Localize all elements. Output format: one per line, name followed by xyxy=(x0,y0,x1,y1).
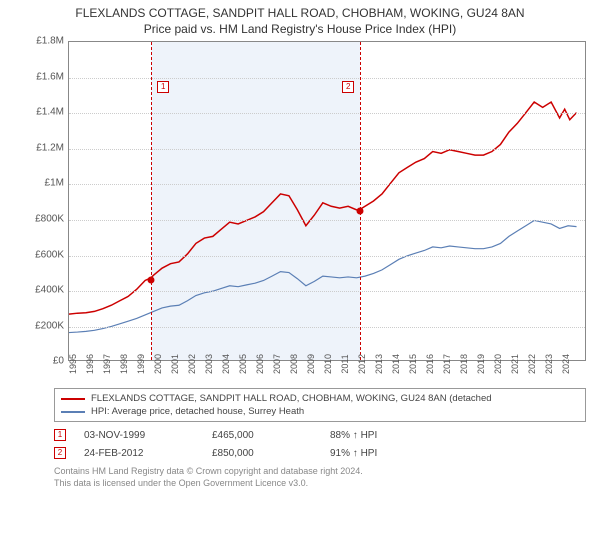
sale-vline xyxy=(151,42,152,360)
y-tick-label: £200K xyxy=(35,320,64,331)
x-tick-label: 1998 xyxy=(119,354,129,374)
x-tick-label: 1997 xyxy=(102,354,112,374)
x-tick-label: 1996 xyxy=(85,354,95,374)
chart-area: £0 £200K £400K £600K £800K £1M £1.2M £1.4M £1.6M… xyxy=(30,41,590,386)
legend-item: FLEXLANDS COTTAGE, SANDPIT HALL ROAD, CH… xyxy=(61,392,579,405)
y-tick-label: £400K xyxy=(35,285,64,296)
gridline xyxy=(69,256,585,257)
legend-swatch xyxy=(61,398,85,400)
sale-row: 2 24-FEB-2012 £850,000 91% ↑ HPI xyxy=(54,444,586,462)
gridline xyxy=(69,220,585,221)
sale-price: £850,000 xyxy=(212,448,312,459)
footer-line-1: Contains HM Land Registry data © Crown c… xyxy=(54,466,590,478)
y-tick-label: £1M xyxy=(45,178,64,189)
y-tick-label: £0 xyxy=(53,356,64,367)
x-tick-label: 2022 xyxy=(527,354,537,374)
x-tick-label: 2017 xyxy=(442,354,452,374)
sale-date: 24-FEB-2012 xyxy=(84,448,194,459)
x-axis: 1995199619971998199920002001200220032004… xyxy=(68,361,586,386)
chart-subtitle: Price paid vs. HM Land Registry's House … xyxy=(10,22,590,38)
x-tick-label: 2018 xyxy=(459,354,469,374)
x-tick-label: 1999 xyxy=(136,354,146,374)
sale-number-badge: 1 xyxy=(54,429,66,441)
sale-marker: 1 xyxy=(157,81,169,93)
x-tick-label: 2003 xyxy=(204,354,214,374)
x-tick-label: 2009 xyxy=(306,354,316,374)
sale-marker: 2 xyxy=(342,81,354,93)
legend-label: HPI: Average price, detached house, Surr… xyxy=(91,406,304,417)
x-tick-label: 2004 xyxy=(221,354,231,374)
x-tick-label: 2001 xyxy=(170,354,180,374)
line-layer xyxy=(69,42,585,360)
x-tick-label: 2002 xyxy=(187,354,197,374)
x-tick-label: 2024 xyxy=(561,354,571,374)
legend-item: HPI: Average price, detached house, Surr… xyxy=(61,405,579,418)
x-tick-label: 2010 xyxy=(323,354,333,374)
series-line xyxy=(69,221,577,333)
x-tick-label: 2020 xyxy=(493,354,503,374)
x-tick-label: 2021 xyxy=(510,354,520,374)
gridline xyxy=(69,78,585,79)
gridline xyxy=(69,113,585,114)
gridline xyxy=(69,184,585,185)
x-tick-label: 2005 xyxy=(238,354,248,374)
gridline xyxy=(69,291,585,292)
x-tick-label: 2000 xyxy=(153,354,163,374)
sale-price: £465,000 xyxy=(212,430,312,441)
x-tick-label: 2013 xyxy=(374,354,384,374)
legend-swatch xyxy=(61,411,85,413)
sale-number-badge: 2 xyxy=(54,447,66,459)
sale-point xyxy=(357,208,364,215)
x-tick-label: 2006 xyxy=(255,354,265,374)
series-line xyxy=(69,102,577,314)
footer-line-2: This data is licensed under the Open Gov… xyxy=(54,478,590,490)
x-tick-label: 2014 xyxy=(391,354,401,374)
y-axis: £0£200K£400K£600K£800K£1M£1.2M£1.4M£1.6M… xyxy=(30,41,66,361)
x-tick-label: 2008 xyxy=(289,354,299,374)
sale-vline xyxy=(360,42,361,360)
y-tick-label: £600K xyxy=(35,249,64,260)
x-tick-label: 2007 xyxy=(272,354,282,374)
sale-delta: 88% ↑ HPI xyxy=(330,430,430,441)
x-tick-label: 2016 xyxy=(425,354,435,374)
y-tick-label: £1.4M xyxy=(36,107,64,118)
legend-label: FLEXLANDS COTTAGE, SANDPIT HALL ROAD, CH… xyxy=(91,393,492,404)
chart-container: FLEXLANDS COTTAGE, SANDPIT HALL ROAD, CH… xyxy=(0,0,600,494)
sales-table: 1 03-NOV-1999 £465,000 88% ↑ HPI 2 24-FEB-201… xyxy=(54,426,586,462)
plot-region: 12 xyxy=(68,41,586,361)
footer: Contains HM Land Registry data © Crown c… xyxy=(54,466,590,489)
y-tick-label: £1.6M xyxy=(36,71,64,82)
chart-title: FLEXLANDS COTTAGE, SANDPIT HALL ROAD, CH… xyxy=(10,6,590,22)
sale-date: 03-NOV-1999 xyxy=(84,430,194,441)
sale-point xyxy=(148,276,155,283)
sale-row: 1 03-NOV-1999 £465,000 88% ↑ HPI xyxy=(54,426,586,444)
legend: FLEXLANDS COTTAGE, SANDPIT HALL ROAD, CH… xyxy=(54,388,586,422)
gridline xyxy=(69,327,585,328)
x-tick-label: 2019 xyxy=(476,354,486,374)
x-tick-label: 2011 xyxy=(340,355,350,374)
gridline xyxy=(69,149,585,150)
y-tick-label: £800K xyxy=(35,213,64,224)
x-tick-label: 2012 xyxy=(357,354,367,374)
sale-delta: 91% ↑ HPI xyxy=(330,448,430,459)
y-tick-label: £1.2M xyxy=(36,142,64,153)
x-tick-label: 1995 xyxy=(68,354,78,374)
x-tick-label: 2015 xyxy=(408,354,418,374)
x-tick-label: 2023 xyxy=(544,354,554,374)
y-tick-label: £1.8M xyxy=(36,36,64,47)
